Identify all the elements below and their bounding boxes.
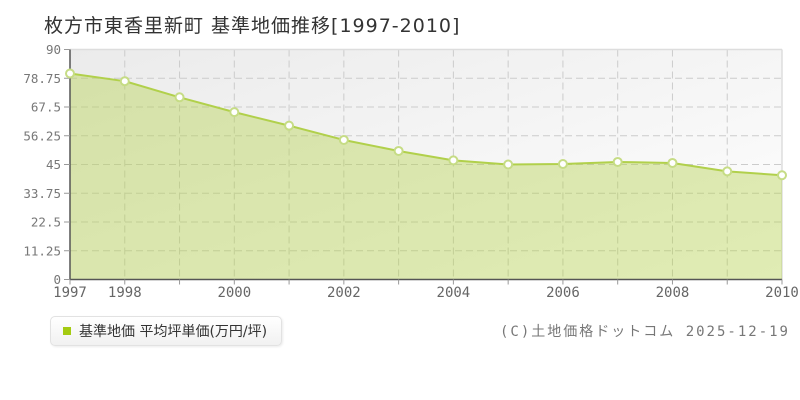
- y-tick-label: 0: [53, 272, 61, 287]
- data-point-2009: [722, 166, 733, 177]
- chart-title: 枚方市東香里新町 基準地価推移[1997-2010]: [44, 15, 461, 37]
- data-point-1999: [174, 92, 185, 103]
- price-trend-line: [69, 72, 783, 177]
- x-tick-label: 1998: [108, 285, 142, 301]
- data-point-2006: [557, 158, 568, 169]
- legend-series-label: 基準地価 平均坪単価(万円/坪): [79, 324, 268, 340]
- data-point-2005: [503, 159, 514, 170]
- x-tick-label: 2002: [327, 285, 361, 301]
- data-point-2002: [338, 134, 349, 145]
- data-point-2001: [284, 120, 295, 131]
- data-point-2004: [448, 155, 459, 166]
- data-point-2007: [612, 156, 623, 167]
- y-tick-label: 90: [46, 42, 61, 57]
- data-point-2000: [229, 107, 240, 118]
- data-point-1997: [65, 68, 75, 79]
- legend-series-marker-icon: [63, 327, 71, 335]
- y-tick-label: 78.75: [23, 71, 61, 86]
- x-tick-label: 1997: [53, 285, 87, 301]
- legend: 基準地価 平均坪単価(万円/坪): [50, 316, 283, 346]
- y-tick-label: 33.75: [23, 186, 61, 201]
- y-tick-label: 45: [46, 157, 61, 172]
- x-tick-label: 2010: [765, 285, 799, 301]
- x-tick-label: 2000: [217, 285, 251, 301]
- y-tick-label: 67.5: [31, 100, 61, 115]
- price-trend-chart: 0 11.25 22.5 33.75 45 56.25 67.5 78.75 90 1997 199…: [23, 42, 799, 301]
- x-tick-label: 2006: [546, 285, 580, 301]
- y-tick-label: 56.25: [23, 128, 61, 143]
- data-point-2008: [667, 157, 678, 168]
- copyright-text: (C)土地価格ドットコム 2025-12-19: [499, 324, 790, 340]
- y-tick-label: 22.5: [31, 215, 61, 230]
- y-tick-label: 11.25: [23, 243, 61, 258]
- area-fill: [70, 73, 782, 280]
- x-tick-label: 2004: [437, 285, 471, 301]
- x-tick-label: 2008: [656, 285, 690, 301]
- data-point-1998: [119, 76, 130, 87]
- data-point-2003: [393, 145, 404, 156]
- data-point-2010: [777, 170, 787, 181]
